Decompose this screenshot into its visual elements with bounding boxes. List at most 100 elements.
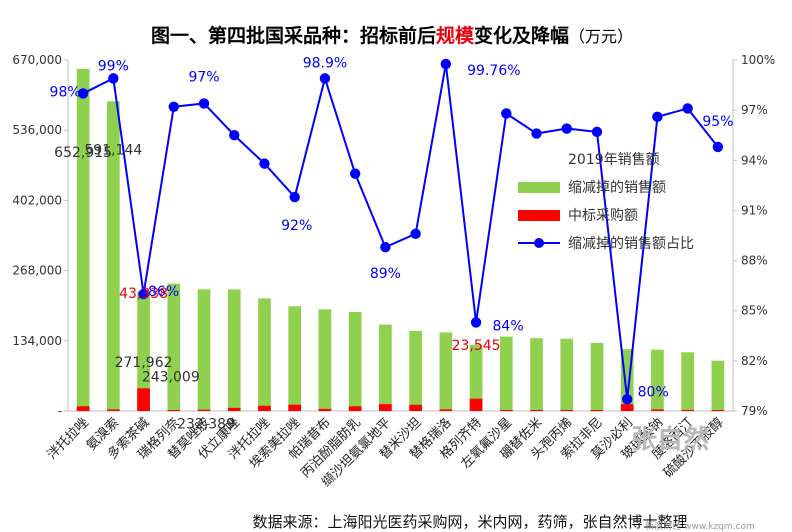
line-point	[289, 191, 300, 203]
legend-label: 2019年销售额	[568, 152, 660, 168]
line-point	[138, 288, 149, 300]
bar-winning-bid	[651, 409, 664, 411]
line-value-label: 99.76%	[467, 63, 520, 79]
bar-winning-bid	[469, 398, 483, 411]
bar-winning-bid	[560, 409, 574, 411]
bar-winning-bid	[620, 404, 634, 411]
bar-winning-bid	[167, 409, 181, 411]
line-point	[259, 158, 270, 169]
line-reduced-share	[82, 63, 719, 400]
bar-reduced-sales	[167, 283, 181, 411]
bar-reduced-sales	[197, 289, 211, 411]
title-part: 变化及降幅	[474, 24, 569, 47]
bar-reduced-sales	[76, 68, 90, 411]
line-point	[440, 58, 452, 70]
website-watermark: 新浪财经 www.kzqm.com	[645, 520, 754, 532]
bar-reduced-sales	[137, 291, 150, 411]
line-point	[561, 123, 572, 134]
bar-winning-bid	[681, 409, 695, 411]
bar-reduced-sales	[258, 298, 271, 411]
bar-winning-bid	[348, 406, 362, 411]
line-point	[470, 317, 482, 328]
watermark-text: 张自然	[631, 424, 709, 455]
line-point	[77, 88, 89, 99]
x-axis-labels: 泮托拉唑氨溴索多索茶碱瑞格列奈替莫唑胺伏立康唑泮托拉唑埃索美拉唑帕瑞昔布丙泊酚脂…	[44, 415, 727, 491]
line-point	[591, 126, 603, 138]
legend-label: 缩减掉的销售额	[568, 180, 666, 196]
right-axis-tick-label: 97%	[741, 103, 768, 117]
left-axis-tick-label: 268,000	[12, 264, 62, 278]
legend-label: 中标采购额	[568, 208, 638, 224]
bar-winning-bid	[227, 407, 241, 411]
line-value-label: 92%	[281, 218, 312, 234]
left-axis-tick-label: -	[58, 404, 62, 418]
bar-reduced-sales	[469, 344, 483, 411]
bar-winning-bid	[711, 409, 725, 411]
bar-reduced-sales	[318, 309, 332, 411]
bar-reduced-sales	[288, 306, 302, 411]
bar-winning-bid	[499, 409, 513, 411]
bar-winning-bid	[76, 406, 90, 411]
bar-winning-bid	[409, 404, 422, 411]
left-axis-tick-label: 670,000	[12, 53, 62, 67]
bar-reduced-sales	[499, 336, 513, 411]
bar-winning-bid	[288, 404, 302, 411]
line-point	[712, 141, 724, 153]
line-point	[168, 101, 179, 113]
line-point	[229, 130, 240, 141]
right-axis-tick-label: 91%	[741, 203, 768, 217]
bar-reduced-sales	[439, 332, 453, 411]
bar-reduced-sales	[348, 311, 362, 411]
chart-title: 图一、第四批国采品种：招标前后规模变化及降幅（万元）	[151, 24, 633, 47]
bar-reduced-sales	[409, 330, 422, 411]
bar-winning-bid	[318, 408, 332, 411]
bar-winning-bid	[379, 404, 392, 411]
title-part: 规模	[436, 24, 475, 47]
source-footer: 数据来源：上海阳光医药采购网，米内网，药筛，张自然博士整理	[252, 513, 687, 531]
legend-label: 缩减掉的销售额占比	[568, 236, 694, 252]
line-value-label: 97%	[188, 69, 219, 85]
right-axis-tick-label: 85%	[741, 304, 768, 318]
line-point	[349, 168, 361, 179]
line-value-label: 80%	[638, 384, 669, 400]
legend-swatch-reduced	[518, 182, 560, 193]
chart-axes: - 134,000 268,000 402,000 536,000 670,000 79% 8…	[12, 53, 775, 418]
bar-winning-bid	[530, 409, 543, 411]
title-unit: （万元）	[569, 27, 633, 46]
line-value-label: 86%	[148, 284, 179, 300]
bar-winning-bid	[258, 405, 271, 411]
bar-reduced-sales	[711, 360, 725, 411]
line-point	[319, 73, 331, 84]
right-axis-tick-label: 82%	[741, 354, 768, 368]
left-axis-tick-label: 134,000	[12, 334, 62, 348]
line-point	[682, 103, 693, 114]
line-point	[108, 73, 119, 84]
line-point	[622, 394, 633, 405]
line-value-label: 98.9%	[303, 55, 347, 71]
bar-reduced-sales	[530, 338, 543, 411]
left-axis-tick-label: 536,000	[12, 123, 62, 137]
line-value-label: 89%	[370, 266, 401, 282]
line-series	[77, 58, 724, 405]
right-axis-tick-label: 94%	[741, 153, 768, 167]
line-point	[198, 98, 210, 109]
bar-reduced-sales	[227, 289, 241, 411]
line-point	[380, 242, 391, 253]
x-category-label: 泮托拉唑	[44, 415, 92, 463]
line-point	[501, 108, 512, 119]
bar-reduced-sales	[681, 352, 695, 411]
bar-value-label: 271,962	[115, 355, 173, 371]
bar-reduced-sales	[106, 101, 120, 411]
bar-winning-bid	[106, 409, 120, 411]
left-axis-tick-label: 402,000	[12, 193, 62, 207]
bar-winning-bid	[137, 388, 150, 411]
title-part: 图一、第四批国采品种：招标前后	[151, 24, 436, 47]
bar-winning-bid	[197, 409, 211, 411]
bar-value-label: 23,545	[452, 338, 501, 354]
line-value-label: 98%	[50, 84, 81, 100]
bar-winning-bid	[590, 409, 604, 411]
bar-reduced-sales	[651, 349, 664, 411]
right-axis-tick-label: 88%	[741, 254, 768, 268]
